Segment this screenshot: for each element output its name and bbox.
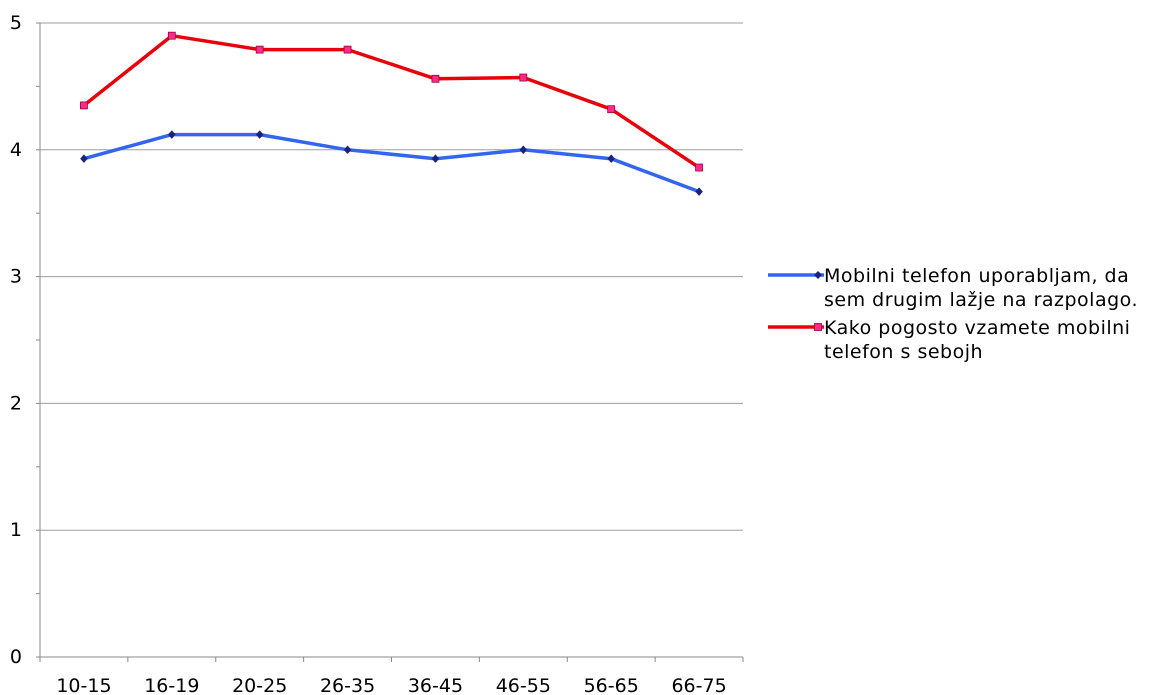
y-tick-label: 1 xyxy=(10,519,22,541)
x-tick-label: 26-35 xyxy=(320,675,375,695)
series-point xyxy=(343,45,352,54)
legend: Mobilni telefon uporabljam, da sem drugi… xyxy=(768,264,1163,368)
legend-item: Mobilni telefon uporabljam, da sem drugi… xyxy=(768,264,1163,312)
x-tick-label: 36-45 xyxy=(408,675,463,695)
legend-marker xyxy=(814,323,822,331)
series-point xyxy=(519,73,528,82)
x-tick-label: 56-65 xyxy=(584,675,639,695)
series-markers xyxy=(80,31,703,197)
legend-label-series-2: Kako pogosto vzamete mobilni telefon s s… xyxy=(824,317,1131,363)
tick-labels: 0 1 2 3 4 5 10-15 16-19 20-25 26-35 36-45 46-55 56-6… xyxy=(10,12,727,695)
series-line-2 xyxy=(82,33,701,170)
x-tick-label: 16-19 xyxy=(144,675,199,695)
series-point xyxy=(607,105,616,114)
y-tick-label: 0 xyxy=(10,646,22,668)
series-point xyxy=(695,163,703,172)
legend-swatch-series-1 xyxy=(768,271,824,279)
y-tick-label: 4 xyxy=(10,139,22,161)
series-lines xyxy=(82,33,701,194)
series-point xyxy=(519,145,528,155)
legend-label-series-1: Mobilni telefon uporabljam, da sem drugi… xyxy=(824,265,1138,311)
series-point xyxy=(167,31,176,40)
legend-marker xyxy=(814,271,822,279)
series-point xyxy=(255,130,264,139)
series-point xyxy=(695,187,703,197)
axes xyxy=(36,22,744,662)
y-tick-label: 2 xyxy=(10,392,22,414)
y-tick-label: 5 xyxy=(10,12,22,34)
series-point xyxy=(607,154,616,164)
gridlines xyxy=(40,22,743,531)
series-point xyxy=(343,145,352,155)
x-tick-label: 20-25 xyxy=(232,675,287,695)
series-point xyxy=(80,101,88,110)
x-tick-label: 46-55 xyxy=(496,675,551,695)
legend-swatch-series-2 xyxy=(768,323,824,331)
series-point xyxy=(431,74,440,83)
x-tick-label: 10-15 xyxy=(56,675,111,695)
series-point xyxy=(255,45,264,54)
y-tick-label: 3 xyxy=(10,266,22,288)
series-point xyxy=(167,130,176,139)
legend-item: Kako pogosto vzamete mobilni telefon s s… xyxy=(768,316,1163,364)
x-tick-label: 66-75 xyxy=(671,675,726,695)
series-point xyxy=(80,154,88,164)
series-point xyxy=(431,154,440,164)
series-line-1 xyxy=(82,132,701,194)
